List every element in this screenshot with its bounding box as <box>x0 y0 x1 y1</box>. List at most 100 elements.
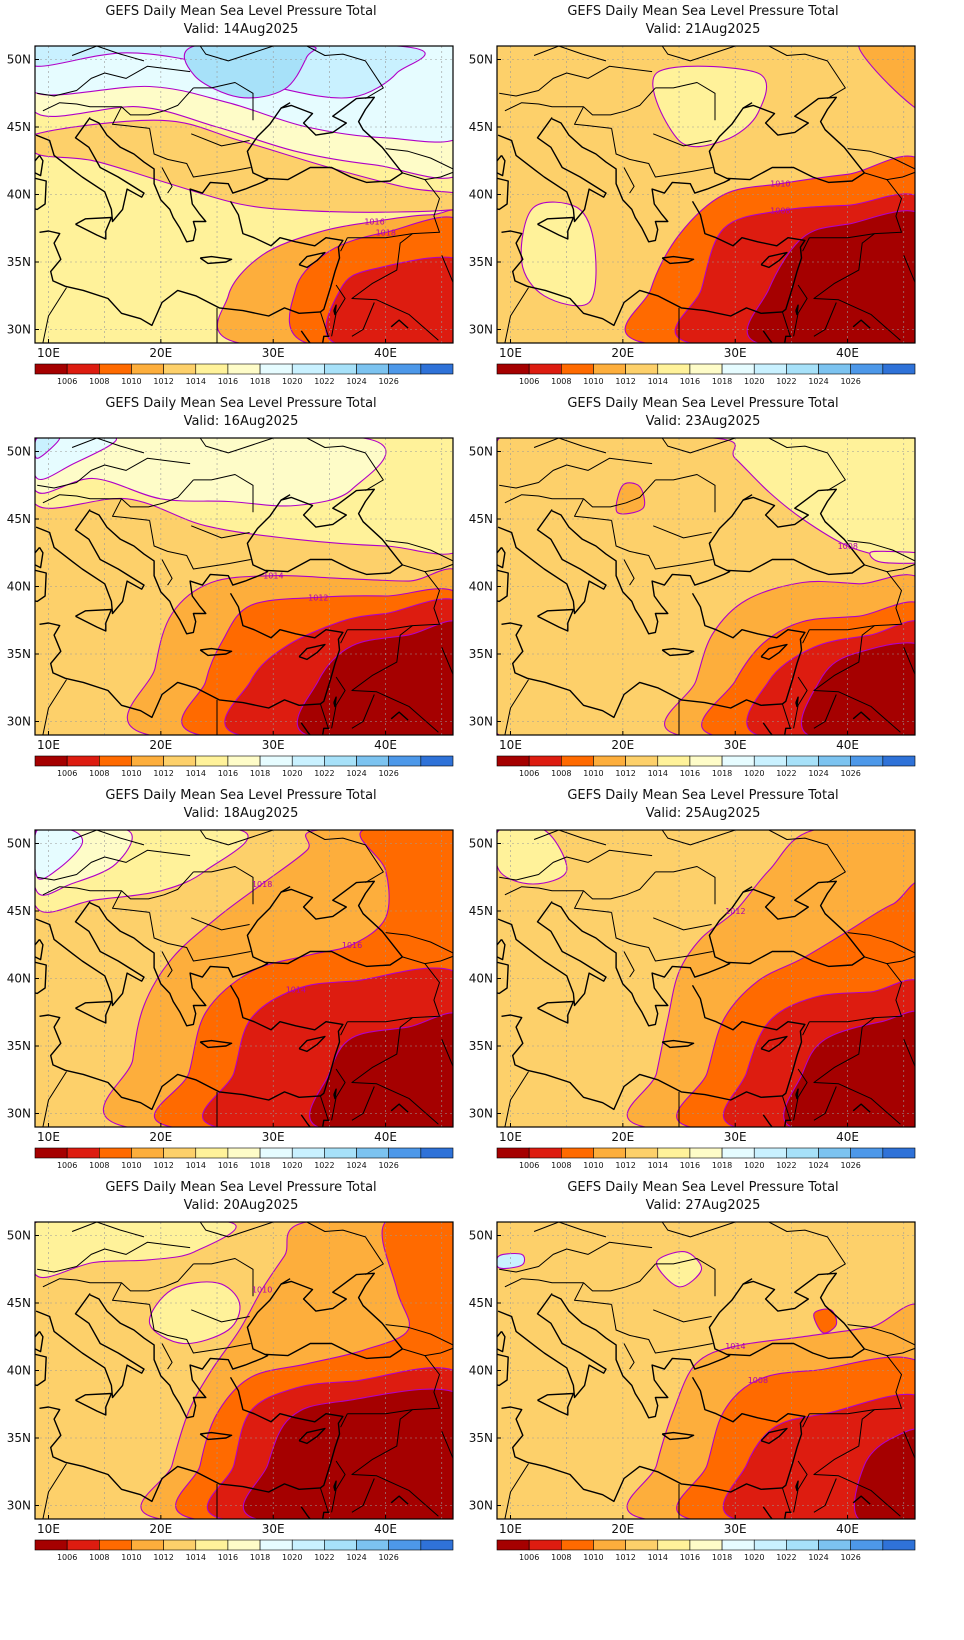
coastline <box>280 494 291 501</box>
country-border <box>661 438 736 454</box>
country-border <box>112 1282 150 1305</box>
country-border <box>199 438 274 454</box>
country-border <box>42 287 67 343</box>
panel-valid-date: Valid: 14Aug2025 <box>183 22 299 37</box>
country-border <box>653 917 712 931</box>
colorbar-tick-label: 1024 <box>808 1161 828 1170</box>
country-border <box>768 438 846 492</box>
latitude-label: 45N <box>7 120 31 134</box>
map-panel: GEFS Daily Mean Sea Level Pressure Total… <box>0 784 482 1194</box>
pressure-region <box>35 438 387 507</box>
latitude-label: 45N <box>469 120 493 134</box>
colorbar-swatch <box>721 363 755 375</box>
colorbar-tick-label: 1026 <box>379 769 399 778</box>
colorbar-tick-label: 1022 <box>776 1161 796 1170</box>
country-border <box>611 128 713 178</box>
coastline <box>35 1330 44 1353</box>
latitude-label: 45N <box>7 904 31 918</box>
country-border <box>813 1017 901 1125</box>
country-border <box>847 932 915 954</box>
coastline <box>497 938 506 961</box>
country-border <box>847 148 915 170</box>
colorbar-tick-label: 1026 <box>841 1161 861 1170</box>
coastline <box>39 622 321 719</box>
coastline <box>89 1272 404 1419</box>
country-border <box>319 1095 329 1121</box>
coastline <box>852 711 871 721</box>
coastline <box>280 886 291 893</box>
coastline <box>661 1039 695 1049</box>
colorbar-swatch <box>882 1147 916 1159</box>
colorbar-swatch <box>496 363 530 375</box>
country-border <box>802 1413 810 1428</box>
longitude-label: 20E <box>149 1522 172 1536</box>
latitude-label: 45N <box>7 1296 31 1310</box>
colorbar-tick-label: 1016 <box>218 1161 238 1170</box>
country-border <box>149 912 251 962</box>
country-border <box>37 1241 191 1273</box>
coastline <box>537 608 575 632</box>
longitude-label: 10E <box>499 738 522 752</box>
colorbar-swatch <box>34 1539 68 1551</box>
coastline <box>390 319 409 329</box>
country-border <box>813 302 837 337</box>
country-border <box>504 479 656 508</box>
coastline <box>760 1427 788 1445</box>
colorbar-swatch <box>689 363 723 375</box>
coastline <box>497 1330 506 1353</box>
colorbar-swatch <box>625 1539 659 1551</box>
coastline <box>333 1088 337 1100</box>
colorbar-tick-label: 1012 <box>615 377 635 386</box>
panel-title: GEFS Daily Mean Sea Level Pressure Total <box>567 396 839 411</box>
colorbar-swatch <box>195 1147 229 1159</box>
country-border <box>319 1487 329 1513</box>
country-border <box>781 311 791 337</box>
country-border <box>768 1222 846 1276</box>
coastline <box>795 1480 799 1492</box>
coastline <box>795 696 799 708</box>
coastline <box>501 1406 783 1503</box>
country-border <box>193 1258 254 1297</box>
pressure-region <box>869 550 915 564</box>
country-border <box>661 830 736 846</box>
colorbar-tick-label: 1020 <box>282 1161 302 1170</box>
coastline <box>300 330 330 343</box>
colorbar-swatch <box>850 1539 884 1551</box>
coastline <box>537 216 575 240</box>
country-border <box>161 1343 173 1370</box>
coastline <box>298 1427 326 1445</box>
coastline <box>760 251 788 269</box>
colorbar-swatch <box>34 755 68 767</box>
latitude-label: 30N <box>7 715 31 729</box>
country-border <box>655 474 716 513</box>
coastline <box>298 643 326 661</box>
colorbar-tick-label: 1018 <box>250 769 270 778</box>
country-border <box>903 647 915 676</box>
colorbar-tick-label: 1008 <box>89 769 109 778</box>
longitude-label: 30E <box>724 1522 747 1536</box>
coastline <box>691 592 806 705</box>
pressure-map: 1010 1008 50N 45N 40N 35N 30N 10E 20E 30E 40E 1006 1… <box>469 45 916 386</box>
colorbar-swatch <box>131 1539 164 1551</box>
colorbar-swatch <box>753 1147 787 1159</box>
country-border <box>42 1071 67 1127</box>
map-panel: GEFS Daily Mean Sea Level Pressure Total… <box>462 784 944 1194</box>
country-border <box>809 963 902 1023</box>
country-border <box>331 1068 346 1121</box>
colorbar-tick-label: 1012 <box>615 1161 635 1170</box>
colorbar-tick-label: 1012 <box>615 1553 635 1562</box>
colorbar-swatch <box>818 755 851 767</box>
pressure-region <box>35 119 453 213</box>
country-border <box>611 520 713 570</box>
country-border <box>351 1478 375 1513</box>
contour-label: 1012 <box>308 593 328 602</box>
contour-label: 1012 <box>725 907 745 916</box>
latitude-label: 35N <box>469 1431 493 1445</box>
coastline <box>852 1103 871 1113</box>
colorbar-tick-label: 1020 <box>282 769 302 778</box>
country-border <box>813 1478 837 1513</box>
country-border <box>655 1258 716 1297</box>
colorbar-swatch <box>593 755 626 767</box>
colorbar-swatch <box>721 755 755 767</box>
country-border <box>199 830 274 846</box>
